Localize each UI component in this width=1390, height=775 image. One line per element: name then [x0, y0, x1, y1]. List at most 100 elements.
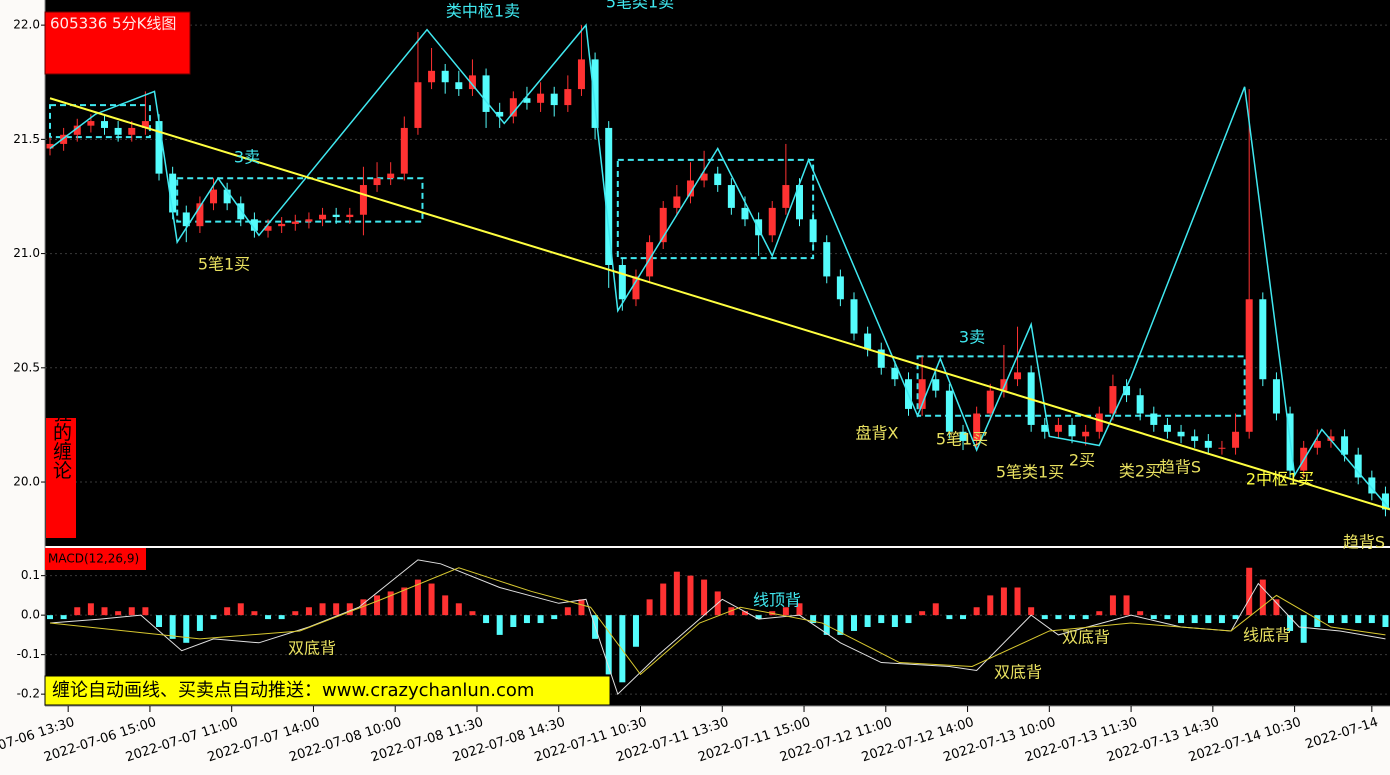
- macd-bar: [60, 615, 67, 620]
- macd-bar: [1259, 579, 1266, 616]
- macd-bar: [156, 615, 163, 627]
- macd-bar: [1000, 587, 1007, 616]
- macd-bar: [946, 615, 953, 620]
- candle-body: [523, 98, 531, 103]
- candle-body: [959, 431, 967, 441]
- macd-bar: [142, 607, 149, 616]
- candle-body: [564, 89, 572, 106]
- macd-bar: [564, 607, 571, 616]
- y-tick-label: 20.0: [13, 475, 40, 489]
- candle-body: [1191, 436, 1199, 441]
- candle-body: [87, 121, 95, 126]
- annotation: 3卖: [234, 148, 260, 167]
- macd-bar: [510, 615, 517, 627]
- candle-body: [1313, 440, 1321, 448]
- macd-bar: [605, 615, 612, 675]
- macd-bar: [919, 611, 926, 616]
- pivot-box: [49, 104, 151, 139]
- candle-body: [1109, 386, 1117, 414]
- macd-bar: [483, 615, 490, 624]
- macd-bar: [837, 615, 844, 635]
- candle-body: [1245, 299, 1253, 432]
- candle-body: [509, 98, 517, 117]
- candle-body: [768, 207, 776, 236]
- y-tick-label: 21.0: [13, 246, 40, 260]
- macd-bar: [1327, 615, 1334, 624]
- macd-bar: [278, 615, 285, 620]
- candle-body: [359, 185, 367, 215]
- candle-body: [1095, 413, 1103, 432]
- candle-body: [836, 276, 844, 300]
- candle-body: [278, 223, 286, 227]
- side-label: 疯狂的缠论: [50, 384, 72, 479]
- macd-bar: [987, 595, 994, 616]
- candle-body: [1136, 395, 1144, 414]
- candle-body: [73, 125, 81, 135]
- macd-bar: [401, 587, 408, 616]
- stroke-line: [49, 23, 1390, 510]
- macd-bar: [1028, 607, 1035, 616]
- candle-body: [1259, 299, 1267, 380]
- candle-body: [223, 189, 231, 204]
- macd-bar: [469, 611, 476, 616]
- macd-bar: [319, 603, 326, 616]
- macd-bar: [619, 615, 626, 683]
- candle-body: [714, 173, 722, 186]
- candle-body: [1341, 436, 1349, 455]
- macd-bar: [891, 615, 898, 627]
- macd-title-box: [45, 548, 146, 570]
- candle-body: [141, 121, 149, 128]
- macd-bar: [47, 615, 53, 620]
- macd-bar: [905, 615, 912, 624]
- candle-body: [1272, 379, 1280, 414]
- candle-body: [128, 127, 136, 135]
- macd-bar: [1191, 615, 1198, 624]
- annotation: 线底背: [1243, 626, 1291, 645]
- macd-bar: [74, 607, 81, 616]
- macd-bar: [523, 615, 530, 624]
- macd-bar: [632, 615, 639, 647]
- macd-bar: [1232, 615, 1239, 620]
- candle-body: [387, 173, 395, 179]
- candle-body: [727, 185, 735, 208]
- macd-bar: [128, 607, 135, 616]
- y-tick-label: -0.2: [17, 687, 40, 701]
- macd-bar: [210, 615, 217, 620]
- macd-bar: [237, 603, 244, 616]
- macd-bar: [305, 607, 312, 616]
- pivot-box: [176, 177, 424, 223]
- candle-body: [741, 207, 749, 220]
- side-label-box: [46, 418, 76, 538]
- annotation: 趋背S: [1343, 533, 1385, 552]
- macd-bar: [1096, 611, 1103, 616]
- macd-bar: [1300, 615, 1307, 643]
- candle-body: [673, 196, 681, 208]
- title-box: [44, 11, 191, 75]
- candle-body: [809, 219, 817, 243]
- candle-body: [400, 127, 408, 174]
- candle-body: [986, 390, 994, 414]
- candle-body: [1177, 431, 1185, 437]
- macd-bar: [1355, 615, 1362, 624]
- pivot-box: [616, 158, 815, 260]
- macd-bar: [496, 615, 503, 635]
- annotation: 5笔1买: [198, 255, 250, 274]
- macd-bar: [183, 615, 190, 643]
- candle-body: [468, 75, 476, 90]
- annotation: 双底背: [1062, 628, 1110, 647]
- macd-bar: [1109, 595, 1116, 616]
- candle-body: [250, 219, 258, 231]
- candle-body: [605, 127, 613, 266]
- x-tick-label: 2022-07-14: [1304, 715, 1380, 753]
- macd-bar: [1150, 615, 1157, 620]
- macd-title: MACD(12,26,9): [48, 552, 139, 566]
- candle-body: [877, 349, 885, 368]
- candle-body: [291, 221, 299, 224]
- macd-bar: [1178, 615, 1185, 624]
- candle-body: [264, 226, 272, 231]
- macd-bar: [1123, 595, 1130, 616]
- macd-bar: [551, 615, 558, 620]
- macd-bar: [428, 583, 435, 616]
- candle-body: [441, 70, 449, 83]
- annotation: 类中枢1卖: [446, 2, 520, 21]
